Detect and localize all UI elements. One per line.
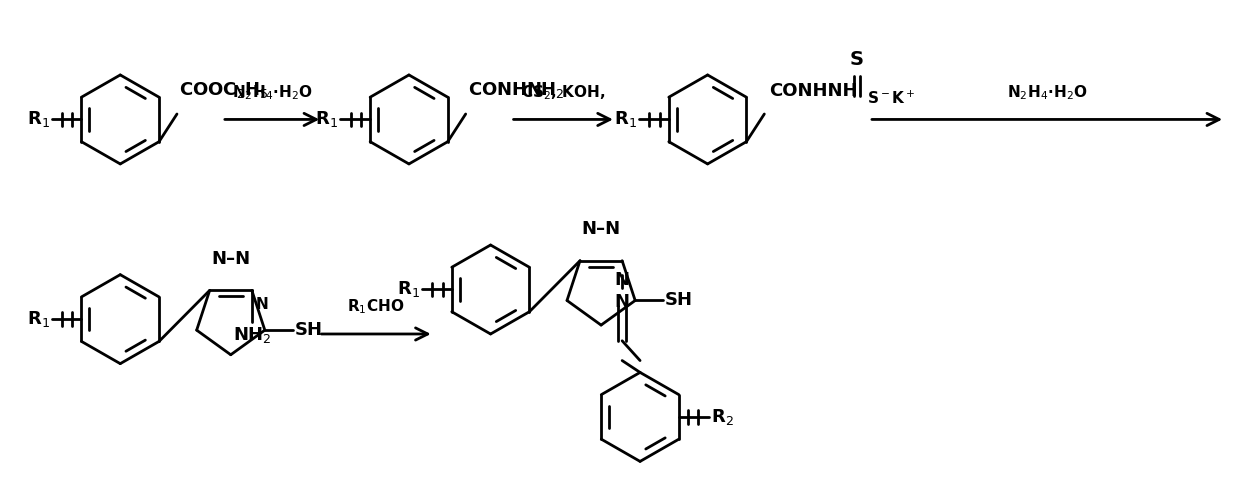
Text: R$_1$: R$_1$	[27, 109, 50, 130]
Text: S$^-$K$^+$: S$^-$K$^+$	[867, 89, 915, 107]
Text: R$_1$: R$_1$	[397, 279, 420, 300]
Text: N$_2$H$_4$·H$_2$O: N$_2$H$_4$·H$_2$O	[232, 83, 312, 102]
Text: R$_1$: R$_1$	[315, 109, 339, 130]
Text: R$_1$: R$_1$	[614, 109, 637, 130]
Text: CONHNH$_2$: CONHNH$_2$	[467, 80, 564, 100]
Text: COOC$_2$H$_5$: COOC$_2$H$_5$	[179, 80, 269, 100]
Text: S: S	[849, 50, 864, 69]
Text: SH: SH	[665, 292, 693, 309]
Text: NH$_2$: NH$_2$	[233, 325, 272, 345]
Text: N: N	[615, 271, 630, 289]
Text: R$_2$: R$_2$	[711, 407, 734, 427]
Text: CONHNH: CONHNH	[769, 82, 858, 100]
Text: N: N	[255, 297, 269, 312]
Text: CS$_2$, KOH,: CS$_2$, KOH,	[521, 83, 605, 102]
Text: N–N: N–N	[211, 250, 250, 268]
Text: N$_2$H$_4$·H$_2$O: N$_2$H$_4$·H$_2$O	[1007, 83, 1087, 102]
Text: N–N: N–N	[582, 220, 621, 238]
Text: N: N	[615, 293, 630, 311]
Text: R$_1$CHO: R$_1$CHO	[347, 298, 404, 316]
Text: R$_1$: R$_1$	[27, 309, 50, 329]
Text: SH: SH	[295, 321, 322, 339]
